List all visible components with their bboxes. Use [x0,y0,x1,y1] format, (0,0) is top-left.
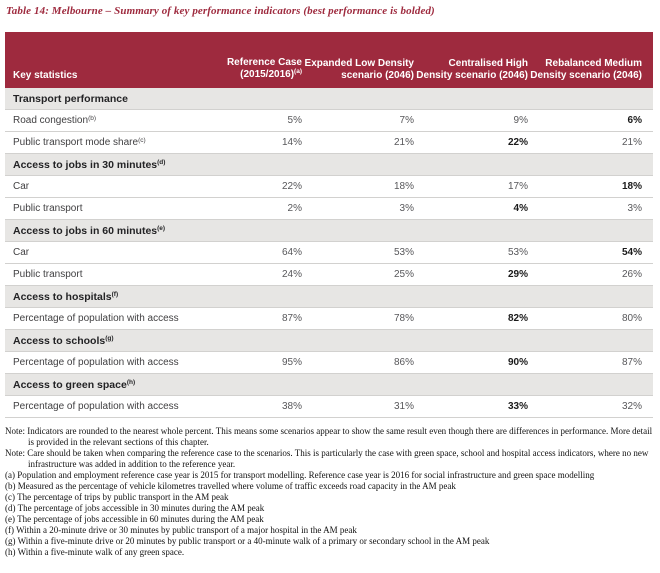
row-label: Percentage of population with access [13,313,179,324]
note-line: Note: Care should be taken when comparin… [5,448,649,469]
table-body: Transport performance Road congestion(b) 5… [5,88,653,418]
section-header-row: Access to green space(h) [5,374,653,396]
section-label: Transport performance [13,92,128,105]
section-header-row: Access to jobs in 60 minutes(e) [5,220,653,242]
footnote-line: (d) The percentage of jobs accessible in… [5,503,265,513]
row-label: Percentage of population with access [13,401,179,412]
footnote-line: (c) The percentage of trips by public tr… [5,492,229,502]
kpi-table: Key statistics Reference Case (2015/2016)… [5,32,653,418]
section-label: Access to jobs in 60 minutes(e) [13,224,166,237]
cell-value: 4% [513,203,528,214]
table-row: Percentage of population with access 95% 8… [5,352,653,374]
cell-value: 33% [507,401,528,412]
footnote-marker: (b) [88,114,97,122]
section-header-row: Access to schools(g) [5,330,653,352]
footnote-marker: (c) [138,136,146,144]
cell-value: 78% [393,313,414,324]
cell-value: 31% [393,401,414,412]
table-row: Car 22% 18% 17% 18% [5,176,653,198]
footnote-line: (f) Within a 20-minute drive or 30 minut… [5,525,357,535]
table-row: Percentage of population with access 87% 7… [5,308,653,330]
column-header: Expanded Low Density scenario (2046) [304,58,414,81]
cell-value: 5% [287,115,302,126]
table-caption: Table 14: Melbourne – Summary of key per… [6,5,435,17]
note-line: Note: Indicators are rounded to the near… [5,426,653,447]
table-row: Public transport 2% 3% 4% 3% [5,198,653,220]
section-label: Access to green space(h) [13,378,136,391]
table-row: Public transport 24% 25% 29% 26% [5,264,653,286]
table-row: Public transport mode share(c) 14% 21% 22% 2… [5,132,653,154]
column-header: Reference Case (2015/2016)(a) [226,57,302,80]
cell-value: 14% [281,137,302,148]
cell-value: 3% [627,203,642,214]
table-row: Road congestion(b) 5% 7% 9% 6% [5,110,653,132]
cell-value: 53% [507,247,528,258]
section-header-row: Access to hospitals(f) [5,286,653,308]
cell-value: 26% [621,269,642,280]
footnote-line: (e) The percentage of jobs accessible in… [5,514,264,524]
cell-value: 54% [621,247,642,258]
cell-value: 3% [399,203,414,214]
cell-value: 18% [393,181,414,192]
column-header: Centralised High Density scenario (2046) [416,58,528,81]
footnote-marker: (d) [157,159,166,166]
row-label: Public transport mode share(c) [13,136,146,149]
cell-value: 9% [513,115,528,126]
footnote-marker: (f) [111,291,119,298]
table-header-row: Key statistics Reference Case (2015/2016)… [5,32,653,88]
cell-value: 32% [621,401,642,412]
footnote-marker: (a) [294,68,302,75]
footnote-line: (g) Within a five-minute drive or 20 min… [5,536,490,546]
cell-value: 87% [621,357,642,368]
footnote-marker: (g) [105,335,114,342]
cell-value: 22% [507,137,528,148]
cell-value: 87% [281,313,302,324]
cell-value: 82% [507,313,528,324]
section-label: Access to jobs in 30 minutes(d) [13,158,166,171]
section-header-row: Access to jobs in 30 minutes(d) [5,154,653,176]
row-label: Percentage of population with access [13,357,179,368]
cell-value: 7% [399,115,414,126]
cell-value: 6% [627,115,642,126]
cell-value: 80% [621,313,642,324]
footnote-line: (b) Measured as the percentage of vehicl… [5,481,456,491]
section-header-row: Transport performance [5,88,653,110]
cell-value: 29% [507,269,528,280]
notes-block: Note: Indicators are rounded to the near… [5,426,655,558]
cell-value: 38% [281,401,302,412]
row-label: Public transport [13,203,83,214]
row-label: Road congestion(b) [13,114,97,127]
cell-value: 90% [507,357,528,368]
table-row: Car 64% 53% 53% 54% [5,242,653,264]
column-header: Rebalanced Medium Density scenario (2046… [530,58,642,81]
row-label: Public transport [13,269,83,280]
cell-value: 24% [281,269,302,280]
column-header: Key statistics [13,69,78,81]
row-label: Car [13,247,30,258]
footnote-marker: (e) [157,225,166,232]
cell-value: 21% [393,137,414,148]
section-label: Access to hospitals(f) [13,290,119,303]
cell-value: 17% [507,181,528,192]
cell-value: 22% [281,181,302,192]
footnote-line: (h) Within a five-minute walk of any gre… [5,547,185,557]
cell-value: 95% [281,357,302,368]
footnote-marker: (h) [126,379,136,386]
footnote-line: (a) Population and employment reference … [5,470,595,480]
cell-value: 86% [393,357,414,368]
cell-value: 53% [393,247,414,258]
cell-value: 2% [287,203,302,214]
cell-value: 64% [281,247,302,258]
section-label: Access to schools(g) [13,334,114,347]
cell-value: 21% [621,137,642,148]
table-row: Percentage of population with access 38% 3… [5,396,653,418]
cell-value: 18% [621,181,642,192]
cell-value: 25% [393,269,414,280]
row-label: Car [13,181,30,192]
